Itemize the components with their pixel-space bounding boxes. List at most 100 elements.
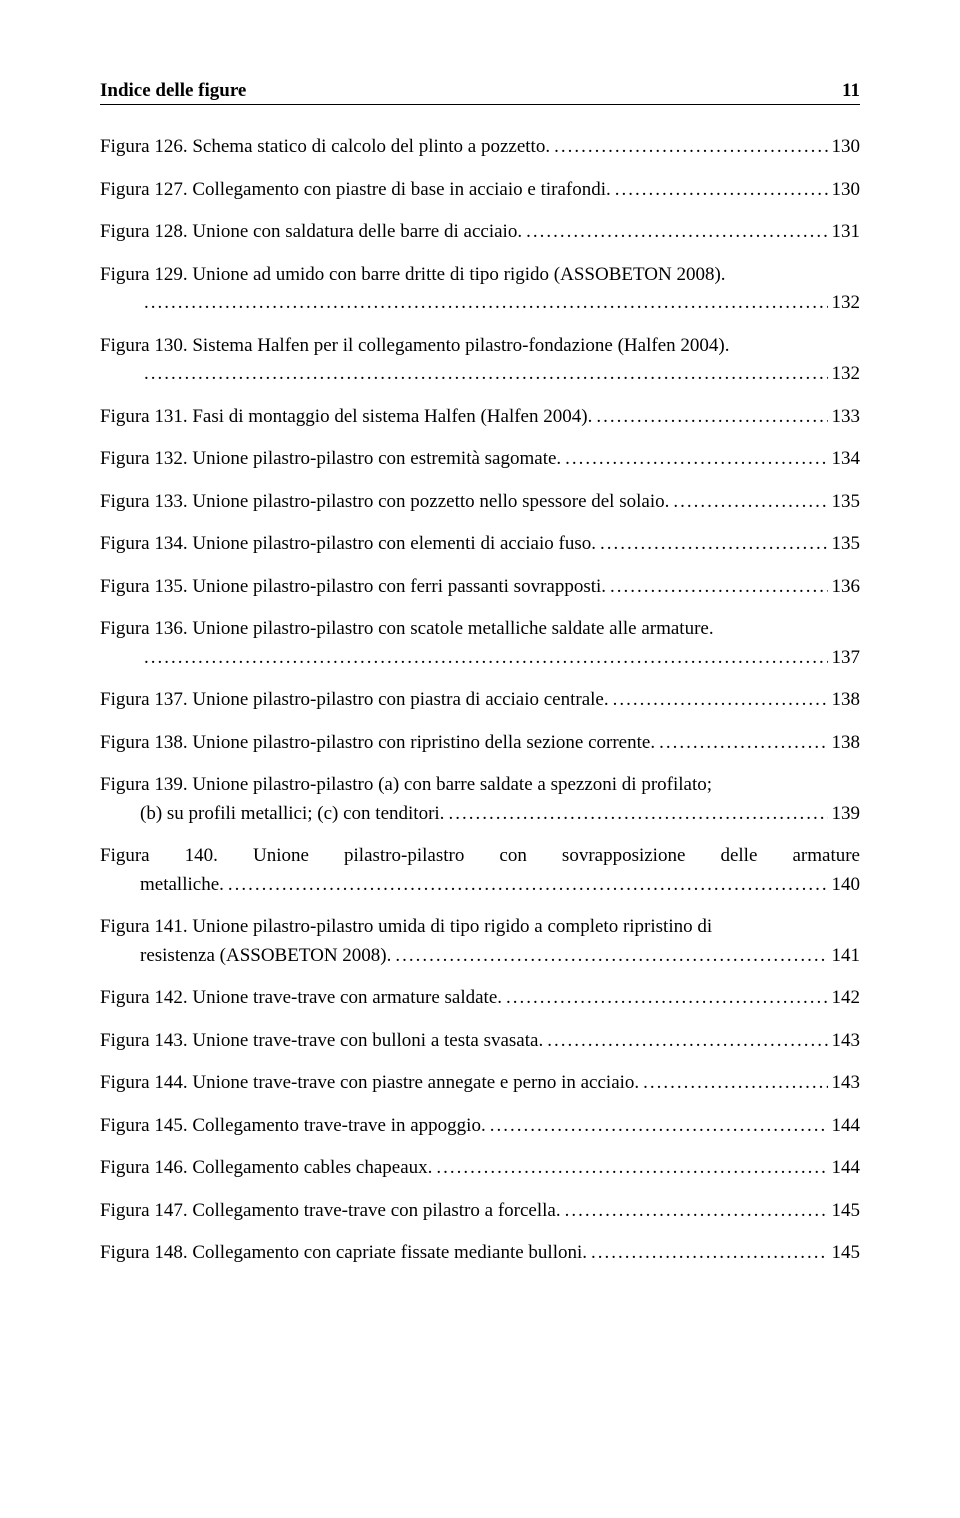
toc-entry: Figura 131. Fasi di montaggio del sistem… [100, 403, 860, 432]
toc-entry: Figura 138. Unione pilastro-pilastro con… [100, 729, 860, 758]
toc-entry-text: Figura 135. Unione pilastro-pilastro con… [100, 573, 606, 602]
toc-entry: Figura 139. Unione pilastro-pilastro (a)… [100, 771, 860, 828]
toc-entry-text: Figura 136. Unione pilastro-pilastro con… [100, 615, 860, 644]
toc-entry: Figura 130. Sistema Halfen per il colleg… [100, 332, 860, 389]
toc-entry: Figura 136. Unione pilastro-pilastro con… [100, 615, 860, 672]
toc-entry-text: Figura 145. Collegamento trave-trave in … [100, 1112, 486, 1141]
toc-entry-text: Figura 131. Fasi di montaggio del sistem… [100, 403, 592, 432]
toc-entry-page: 130 [832, 133, 861, 162]
toc-entry-page: 138 [832, 686, 861, 715]
toc-entry-page: 130 [832, 176, 861, 205]
toc-entry: Figura 128. Unione con saldatura delle b… [100, 218, 860, 247]
toc-entry-text: Figura 147. Collegamento trave-trave con… [100, 1197, 561, 1226]
toc-entry-page: 142 [832, 984, 861, 1013]
toc-entry: Figura 137. Unione pilastro-pilastro con… [100, 686, 860, 715]
toc-entry-page: 136 [832, 573, 861, 602]
toc-entry: Figura 140. Unione pilastro-pilastro con… [100, 842, 860, 899]
toc-entry-continuation: (b) su profili metallici; (c) con tendit… [100, 800, 860, 829]
leader-dots [526, 218, 827, 247]
toc-entry: Figura 141. Unione pilastro-pilastro umi… [100, 913, 860, 970]
toc-entry: Figura 134. Unione pilastro-pilastro con… [100, 530, 860, 559]
toc-entry-text: Figura 134. Unione pilastro-pilastro con… [100, 530, 596, 559]
leader-dots [554, 133, 827, 162]
header-title: Indice delle figure [100, 80, 246, 102]
toc-entry-page: 131 [832, 218, 861, 247]
toc-entry-text: (b) su profili metallici; (c) con tendit… [140, 800, 444, 829]
toc-entry-text: Figura 140. Unione pilastro-pilastro con… [100, 842, 860, 871]
toc-entry-page: 140 [832, 871, 861, 900]
toc-entry-text: Figura 130. Sistema Halfen per il colleg… [100, 332, 860, 361]
toc-entry: Figura 144. Unione trave-trave con piast… [100, 1069, 860, 1098]
leader-dots [436, 1154, 827, 1183]
toc-entry: Figura 132. Unione pilastro-pilastro con… [100, 445, 860, 474]
toc-entry: Figura 135. Unione pilastro-pilastro con… [100, 573, 860, 602]
toc-entry-text: Figura 139. Unione pilastro-pilastro (a)… [100, 771, 860, 800]
toc-entry: Figura 146. Collegamento cables chapeaux… [100, 1154, 860, 1183]
toc-entry-text: Figura 126. Schema statico di calcolo de… [100, 133, 550, 162]
toc-entry-text: Figura 129. Unione ad umido con barre dr… [100, 261, 860, 290]
toc-entry-continuation: resistenza (ASSOBETON 2008). 141 [100, 942, 860, 971]
leader-dots [591, 1239, 827, 1268]
toc-entry-text: Figura 132. Unione pilastro-pilastro con… [100, 445, 561, 474]
toc-entry-text: Figura 141. Unione pilastro-pilastro umi… [100, 913, 860, 942]
toc-entry-text: Figura 137. Unione pilastro-pilastro con… [100, 686, 609, 715]
toc-entry-page: 144 [832, 1112, 861, 1141]
leader-dots [144, 289, 828, 318]
leader-dots [659, 729, 827, 758]
toc-entry: Figura 148. Collegamento con capriate fi… [100, 1239, 860, 1268]
leader-dots [144, 360, 828, 389]
toc-entry-page: 143 [832, 1069, 861, 1098]
toc-entry-continuation: 137 [100, 644, 860, 673]
toc-entry-page: 145 [832, 1239, 861, 1268]
toc-entry-text: Figura 143. Unione trave-trave con bullo… [100, 1027, 543, 1056]
toc-entry: Figura 127. Collegamento con piastre di … [100, 176, 860, 205]
leader-dots [565, 445, 827, 474]
toc-entry-page: 135 [832, 488, 861, 517]
toc-entry-page: 132 [832, 289, 861, 318]
toc-entry-page: 138 [832, 729, 861, 758]
toc-entry-page: 135 [832, 530, 861, 559]
leader-dots [613, 686, 828, 715]
leader-dots [600, 530, 828, 559]
leader-dots [596, 403, 827, 432]
leader-dots [610, 573, 827, 602]
toc-entry: Figura 126. Schema statico di calcolo de… [100, 133, 860, 162]
toc-entry-page: 137 [832, 644, 861, 673]
leader-dots [144, 644, 828, 673]
toc-entry-continuation: metalliche. 140 [100, 871, 860, 900]
toc-entry-page: 145 [832, 1197, 861, 1226]
toc-entry-page: 144 [832, 1154, 861, 1183]
toc-entry: Figura 129. Unione ad umido con barre dr… [100, 261, 860, 318]
toc-entry-continuation: 132 [100, 360, 860, 389]
leader-dots [673, 488, 827, 517]
leader-dots [448, 800, 827, 829]
table-of-contents: Figura 126. Schema statico di calcolo de… [100, 133, 860, 1268]
toc-entry-text: Figura 128. Unione con saldatura delle b… [100, 218, 522, 247]
leader-dots [490, 1112, 828, 1141]
toc-entry-text: metalliche. [140, 871, 224, 900]
toc-entry-text: Figura 144. Unione trave-trave con piast… [100, 1069, 639, 1098]
toc-entry-text: resistenza (ASSOBETON 2008). [140, 942, 391, 971]
toc-entry-text: Figura 142. Unione trave-trave con armat… [100, 984, 502, 1013]
leader-dots [565, 1197, 828, 1226]
leader-dots [643, 1069, 827, 1098]
toc-entry-page: 141 [832, 942, 861, 971]
toc-entry-page: 134 [832, 445, 861, 474]
toc-entry-text: Figura 138. Unione pilastro-pilastro con… [100, 729, 655, 758]
toc-entry: Figura 133. Unione pilastro-pilastro con… [100, 488, 860, 517]
toc-entry-page: 133 [832, 403, 861, 432]
toc-entry: Figura 142. Unione trave-trave con armat… [100, 984, 860, 1013]
leader-dots [395, 942, 827, 971]
leader-dots [506, 984, 827, 1013]
toc-entry: Figura 143. Unione trave-trave con bullo… [100, 1027, 860, 1056]
toc-entry: Figura 145. Collegamento trave-trave in … [100, 1112, 860, 1141]
leader-dots [547, 1027, 827, 1056]
toc-entry-text: Figura 133. Unione pilastro-pilastro con… [100, 488, 669, 517]
toc-entry-continuation: 132 [100, 289, 860, 318]
toc-entry-page: 132 [832, 360, 861, 389]
page-header: Indice delle figure 11 [100, 80, 860, 105]
toc-entry-text: Figura 148. Collegamento con capriate fi… [100, 1239, 587, 1268]
header-page-number: 11 [842, 80, 860, 102]
toc-entry-page: 143 [832, 1027, 861, 1056]
leader-dots [615, 176, 828, 205]
